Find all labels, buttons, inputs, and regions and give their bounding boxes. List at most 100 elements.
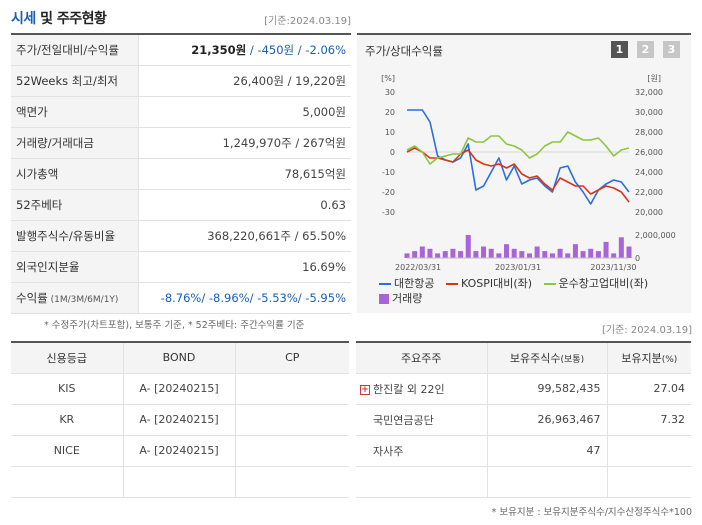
holder-name-text[interactable]: 한진칼 외 22인 <box>373 382 445 396</box>
kospi-line <box>406 147 630 203</box>
volume-bar <box>618 237 624 258</box>
volume-bar <box>557 248 563 258</box>
right-tick-label: 24,000 <box>635 168 663 177</box>
legend-swatch <box>379 283 391 285</box>
holder-shares <box>487 466 608 498</box>
column-header: 보유주식수(보통) <box>487 342 608 374</box>
volume-bar <box>450 248 456 258</box>
price-chart: [%] [원] 30 20 10 0 -10 -20 -30 32,000 30,000 28,000… <box>381 74 676 272</box>
volume-bar <box>435 253 441 258</box>
column-header: 주요주주 <box>356 342 488 374</box>
table-cell <box>235 466 349 498</box>
chart-page-1-button[interactable]: 1 <box>611 41 628 58</box>
price-row-value: 21,350원 / -450원 / -2.06% <box>138 34 351 66</box>
holder-shares: 26,963,467 <box>487 404 608 436</box>
volume-bar <box>419 246 425 258</box>
price-row-value: 16.69% <box>138 251 351 283</box>
volume-tick-label: 0 <box>635 254 640 263</box>
legend-item-sector: 운수창고업대비(좌) <box>543 276 649 291</box>
volume-bar <box>542 251 548 258</box>
price-row-label: 발행주식수/유동비율 <box>11 220 139 252</box>
table-cell <box>235 435 349 467</box>
x-tick-label: 2023/11/30 <box>590 263 636 272</box>
table-cell <box>235 373 349 405</box>
table-row: 국민연금공단 26,963,467 7.32 <box>356 404 691 436</box>
legend-swatch <box>445 283 458 285</box>
holder-name: 국민연금공단 <box>356 404 488 436</box>
price-row-label: 외국인지분율 <box>11 251 139 283</box>
column-header-main: 보유지분 <box>621 351 662 365</box>
volume-bar <box>404 253 410 258</box>
price-row-value: 0.63 <box>138 189 351 221</box>
price-row-label: 52Weeks 최고/최저 <box>11 65 139 97</box>
volume-bar <box>504 244 510 258</box>
price-row-label: 시가총액 <box>11 158 139 190</box>
volume-bar <box>580 251 586 258</box>
volume-bar <box>603 241 609 258</box>
right-tick-label: 26,000 <box>635 148 663 157</box>
x-tick-label: 2022/03/31 <box>395 263 441 272</box>
table-cell: A- [20240215] <box>123 404 236 436</box>
chart-page-2-button[interactable]: 2 <box>637 41 654 58</box>
price-row-value: -8.76%/ -8.96%/ -5.53%/ -5.95% <box>138 282 351 314</box>
returns-periods: (1M/3M/6M/1Y) <box>47 294 119 305</box>
table-row <box>11 466 349 498</box>
price-row: 52Weeks 최고/최저 26,400원 / 19,220원 <box>11 65 351 97</box>
holder-name: + 한진칼 외 22인 <box>356 373 488 405</box>
price-row-value: 5,000원 <box>138 96 351 128</box>
chart-legend: 대한항공 KOSPI대비(좌) 운수창고업대비(좌) 거래량 <box>379 276 679 306</box>
holder-header-row: 주요주주 보유주식수(보통) 보유지분(%) <box>356 342 691 374</box>
shareholder-table: 주요주주 보유주식수(보통) 보유지분(%) + 한진칼 외 22인 99,582… <box>356 341 691 498</box>
price-row-value: 78,615억원 <box>138 158 351 190</box>
volume-bar <box>427 248 433 258</box>
price-row: 외국인지분율 16.69% <box>11 251 351 283</box>
volume-tick-label: 2,000,000 <box>635 231 676 240</box>
left-tick-label: -30 <box>382 208 395 217</box>
credit-header-row: 신용등급 BOND CP <box>11 342 349 374</box>
chart-page-3-button[interactable]: 3 <box>663 41 680 58</box>
holder-pct <box>607 466 691 498</box>
volume-bar <box>465 235 471 258</box>
volume-bar <box>526 253 532 258</box>
table-cell <box>235 404 349 436</box>
legend-label: 대한항공 <box>394 277 435 290</box>
volume-bar <box>442 251 448 258</box>
price-change: / -450원 / -2.06% <box>246 42 346 57</box>
price-row: 52주베타 0.63 <box>11 189 351 221</box>
volume-bar <box>611 253 617 258</box>
holder-pct: 27.04 <box>607 373 691 405</box>
expand-plus-icon[interactable]: + <box>360 384 370 395</box>
current-price: 21,350원 <box>191 42 247 57</box>
volume-bar <box>588 248 594 258</box>
table-cell <box>11 466 124 498</box>
credit-rating-table: 신용등급 BOND CP KIS A- [20240215] KR A- [2024… <box>11 341 349 498</box>
holder-shares: 47 <box>487 435 608 467</box>
price-row-value: 26,400원 / 19,220원 <box>138 65 351 97</box>
volume-bar <box>511 248 517 258</box>
price-row: 거래량/거래대금 1,249,970주 / 267억원 <box>11 127 351 159</box>
legend-label: 운수창고업대비(좌) <box>558 277 649 290</box>
volume-bar <box>473 251 479 258</box>
volume-bar <box>412 251 418 258</box>
chart-panel: 주가/상대수익률 1 2 3 [%] [원] 30 20 10 0 -10 -20 -30 32,… <box>357 33 691 313</box>
right-axis-unit: [원] <box>647 74 661 83</box>
right-tick-label: 20,000 <box>635 208 663 217</box>
volume-bar <box>481 246 487 258</box>
volume-bar <box>572 244 578 258</box>
price-row: 수익률 (1M/3M/6M/1Y) -8.76%/ -8.96%/ -5.53%… <box>11 282 351 314</box>
legend-label: 거래량 <box>392 292 423 305</box>
price-note: * 수정주가(차트포함), 보통주 기준, * 52주베타: 주간수익률 기준 <box>44 320 305 331</box>
volume-bar <box>488 248 494 258</box>
table-row: + 한진칼 외 22인 99,582,435 27.04 <box>356 373 691 405</box>
volume-bar <box>496 253 502 258</box>
holder-shares: 99,582,435 <box>487 373 608 405</box>
price-row: 주가/전일대비/수익률 21,350원 / -450원 / -2.06% <box>11 34 351 66</box>
sector-line <box>406 131 630 165</box>
chart-base-date: [기준: 2024.03.19] <box>601 325 692 336</box>
volume-bar <box>565 253 571 258</box>
column-header: 보유지분(%) <box>607 342 691 374</box>
chart-title: 주가/상대수익률 <box>365 44 443 58</box>
column-header: 신용등급 <box>11 342 124 374</box>
table-row: KR A- [20240215] <box>11 404 349 436</box>
table-row: 자사주 47 <box>356 435 691 467</box>
